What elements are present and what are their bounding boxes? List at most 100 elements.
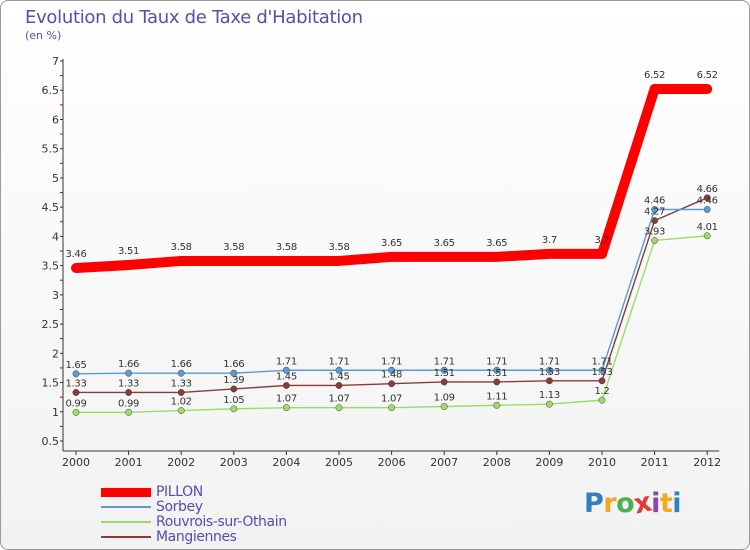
legend: PILLON Sorbey Rouvrois-sur-Othain Mangienne… (101, 484, 361, 545)
x-tick-label: 2005 (325, 456, 353, 469)
legend-label: Mangiennes (156, 529, 237, 545)
data-label: 1.66 (118, 359, 139, 370)
legend-label: PILLON (156, 484, 203, 500)
data-label: 1.05 (223, 395, 244, 406)
data-point (493, 366, 501, 374)
data-point (72, 408, 80, 416)
data-point (598, 366, 606, 374)
data-label: 1.51 (434, 368, 455, 379)
data-point (703, 232, 711, 240)
y-tick-label: 6.5 (42, 84, 60, 97)
data-label: 4.66 (697, 184, 718, 195)
data-label: 1.66 (223, 359, 244, 370)
data-label: 1.45 (276, 371, 297, 382)
data-point (388, 380, 396, 388)
data-label: 0.99 (65, 398, 86, 409)
data-point (440, 378, 448, 386)
data-label: 1.07 (328, 394, 349, 405)
y-tick-label: 4 (52, 230, 59, 243)
data-label: 4.01 (697, 222, 718, 233)
data-label: 1.71 (328, 356, 349, 367)
data-point (703, 206, 711, 213)
data-label: 1.71 (591, 356, 612, 367)
x-tick-label: 2012 (693, 456, 721, 469)
data-label: 1.45 (328, 371, 349, 382)
data-label: 1.07 (276, 394, 297, 405)
legend-swatch (101, 521, 151, 523)
data-point (545, 377, 553, 385)
data-point (651, 206, 659, 213)
data-label: 3.58 (223, 242, 244, 253)
data-label: 1.71 (539, 356, 560, 367)
data-label: 1.51 (486, 368, 507, 379)
legend-label: Rouvrois-sur-Othain (156, 514, 287, 530)
legend-item: PILLON (101, 484, 361, 500)
legend-label: Sorbey (156, 499, 203, 515)
data-point (282, 382, 290, 389)
y-tick-label: 0.5 (42, 435, 60, 448)
y-tick-label: 2.5 (42, 318, 60, 331)
data-point (72, 389, 80, 396)
y-tick-label: 1.5 (42, 377, 60, 390)
x-tick-label: 2010 (588, 456, 616, 469)
y-tick-label: 5.5 (42, 143, 60, 156)
y-tick-label: 2 (52, 347, 59, 360)
x-tick-label: 2009 (535, 456, 563, 469)
logo-letter: i (651, 488, 660, 519)
data-label: 6.52 (644, 70, 665, 81)
data-label: 4.27 (644, 207, 665, 218)
data-point (651, 237, 659, 244)
data-point (598, 396, 606, 404)
logo-letter: r (603, 488, 617, 519)
x-tick-label: 2003 (220, 456, 248, 469)
data-label: 3.93 (644, 226, 665, 237)
data-label: 3.7 (542, 235, 557, 246)
logo-letter: P (584, 488, 604, 519)
data-point (545, 400, 553, 408)
x-tick-label: 2002 (167, 456, 195, 469)
data-point (125, 389, 133, 396)
series-line-pillon (71, 84, 713, 273)
data-label: 1.02 (171, 397, 192, 408)
data-label: 1.39 (223, 375, 244, 386)
data-label: 3.65 (486, 238, 507, 249)
chart-title: Evolution du Taux de Taxe d'Habitation (25, 7, 363, 28)
data-label: 1.65 (65, 360, 86, 371)
data-label: 3.7 (594, 235, 609, 246)
legend-item: Mangiennes (101, 529, 361, 545)
data-label: 1.33 (65, 378, 86, 389)
data-point (282, 404, 290, 412)
logo-letter: t (659, 488, 673, 519)
data-point (177, 389, 185, 396)
data-point (125, 369, 133, 377)
x-tick-label: 2004 (272, 456, 300, 469)
legend-item: Sorbey (101, 499, 361, 515)
data-point (177, 369, 185, 377)
data-point (493, 401, 501, 409)
data-label: 1.2 (594, 386, 609, 397)
data-label: 1.66 (171, 359, 192, 370)
data-point (335, 366, 343, 374)
data-point (335, 382, 343, 389)
data-label: 3.58 (276, 242, 297, 253)
y-unit-label: (en %) (25, 29, 62, 42)
y-tick-label: 5 (52, 172, 59, 185)
legend-swatch (101, 536, 151, 538)
x-tick-label: 2006 (378, 456, 406, 469)
data-label: 3.65 (434, 238, 455, 249)
x-tick-label: 2000 (62, 456, 90, 469)
data-point (598, 377, 606, 385)
data-label: 4.46 (644, 195, 665, 206)
y-tick-label: 3.5 (42, 260, 60, 273)
data-label: 0.99 (118, 398, 139, 409)
legend-item: Rouvrois-sur-Othain (101, 514, 361, 530)
data-point (440, 366, 448, 374)
data-label: 1.71 (434, 356, 455, 367)
data-point (230, 405, 238, 413)
data-point (440, 403, 448, 410)
y-tick-label: 6 (52, 113, 59, 126)
x-tick-label: 2008 (483, 456, 511, 469)
data-label: 1.71 (276, 356, 297, 367)
data-point (388, 366, 396, 374)
logo-letter: o (616, 488, 635, 519)
